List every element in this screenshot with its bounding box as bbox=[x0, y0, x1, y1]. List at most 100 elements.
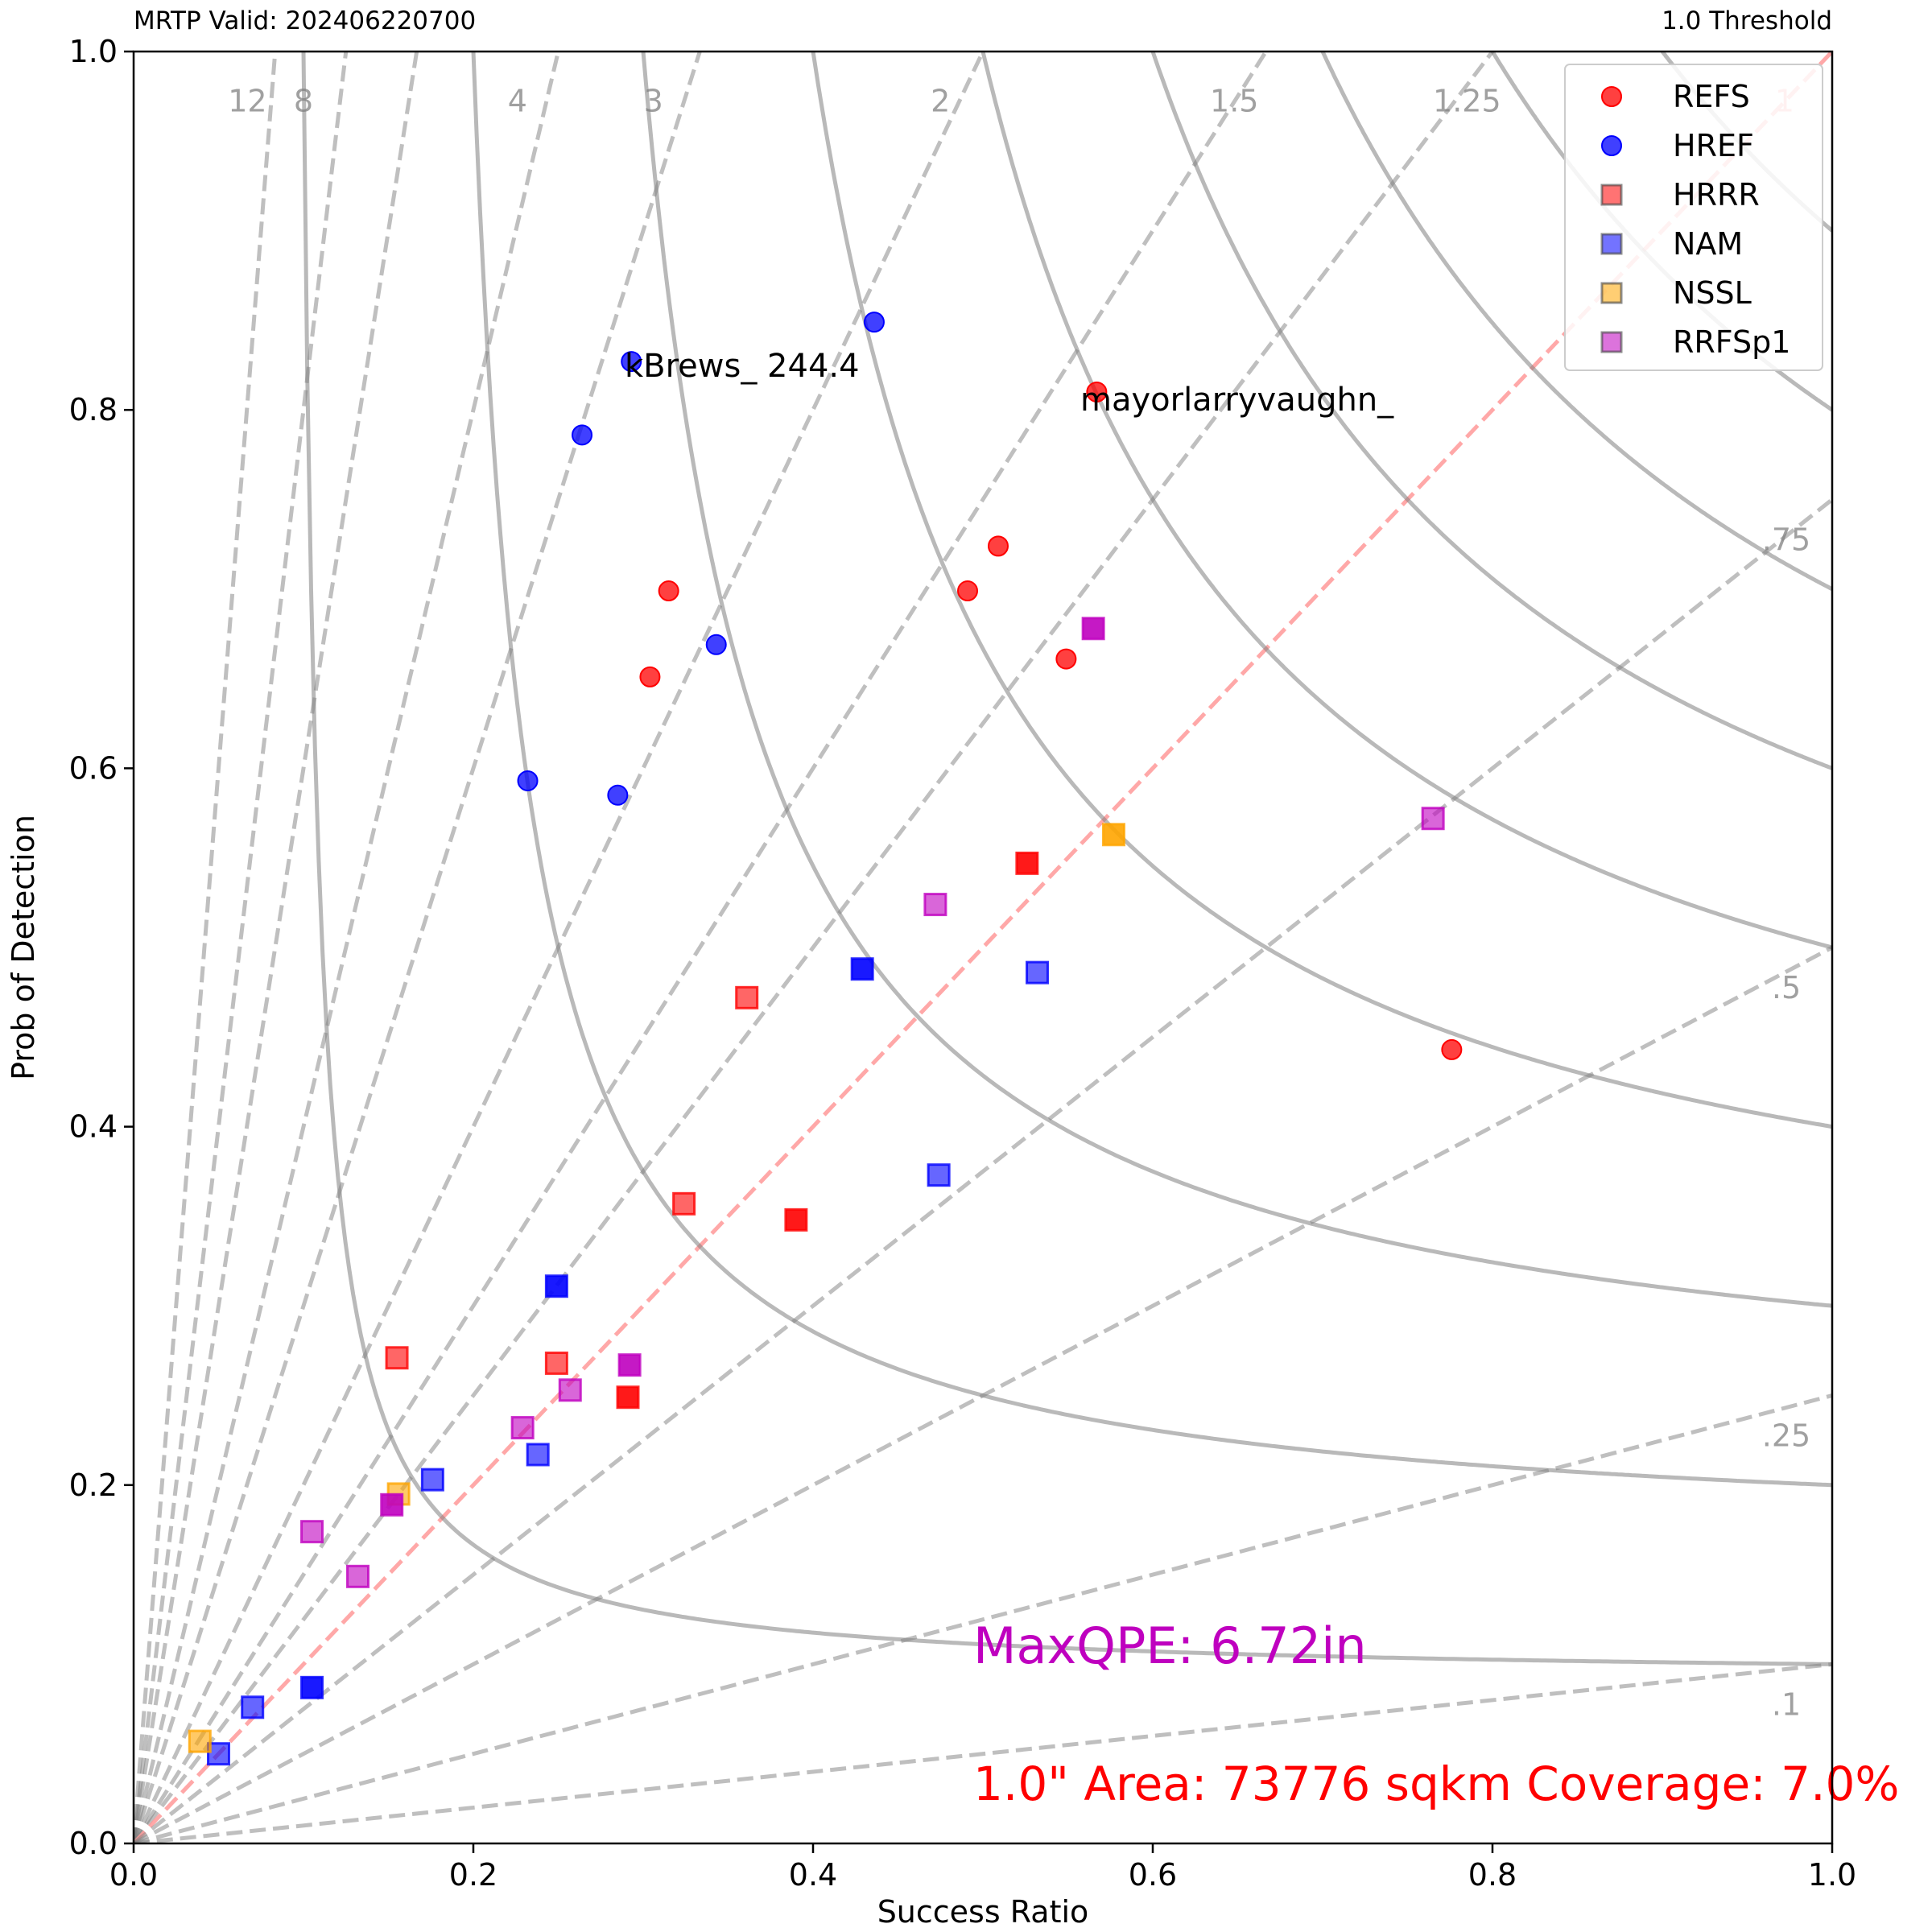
point-nam-7 bbox=[241, 1695, 265, 1719]
csi-contour-2 bbox=[641, 52, 1832, 1308]
bias-label-7: 1.25 bbox=[1433, 83, 1501, 118]
legend-marker-refs bbox=[1601, 86, 1622, 107]
point-nssl-2 bbox=[188, 1729, 212, 1753]
point-refs-5 bbox=[1055, 648, 1077, 670]
point-annotation-mayorlarryvaughn: mayorlarryvaughn_ bbox=[1080, 382, 1394, 419]
y-tick-label-5: 1.0 bbox=[69, 34, 118, 69]
y-axis-ticks: 0.0 0.2 0.4 0.6 0.8 1.0 bbox=[69, 34, 134, 1861]
point-nam-2 bbox=[927, 1163, 951, 1187]
legend-label-refs: REFS bbox=[1673, 79, 1750, 114]
point-href-3 bbox=[705, 634, 727, 655]
y-tick-label-0: 0.0 bbox=[69, 1826, 118, 1861]
x-axis-label: Success Ratio bbox=[877, 1894, 1089, 1930]
csi-contour-6 bbox=[1320, 52, 1832, 592]
bias-line-11 bbox=[134, 1393, 1832, 1843]
x-tick-label-3: 0.6 bbox=[1129, 1857, 1177, 1893]
plot-frame bbox=[132, 50, 1834, 1845]
point-href-0 bbox=[863, 312, 885, 333]
point-nam-3 bbox=[544, 1274, 568, 1298]
bias-label-4: 3 bbox=[644, 83, 663, 118]
point-annotation-kbrews: kBrews_ 244.4 bbox=[625, 348, 860, 385]
legend-label-hrrr: HRRR bbox=[1673, 177, 1760, 213]
point-hrrr-3 bbox=[784, 1208, 808, 1232]
bias-line-12 bbox=[134, 1662, 1832, 1843]
point-nam-0 bbox=[850, 957, 874, 981]
legend-marker-rrfsp1 bbox=[1600, 331, 1623, 353]
legend-marker-nam bbox=[1600, 233, 1623, 255]
point-rrfsp1-8 bbox=[346, 1564, 370, 1588]
y-tick-label-4: 0.8 bbox=[69, 392, 118, 427]
legend-box bbox=[1564, 64, 1823, 371]
x-tick-label-0: 0.0 bbox=[109, 1857, 158, 1893]
csi-contour-5 bbox=[1150, 52, 1832, 770]
bias-label-5: 2 bbox=[931, 83, 950, 118]
area-coverage-text: 1.0" Area: 73776 sqkm Coverage: 7.0% bbox=[973, 1757, 1900, 1811]
csi-contour-3 bbox=[811, 52, 1832, 1129]
x-tick-label-4: 0.8 bbox=[1468, 1857, 1517, 1893]
x-tick-label-1: 0.2 bbox=[449, 1857, 497, 1893]
point-refs-0 bbox=[1086, 381, 1108, 402]
point-href-4 bbox=[517, 770, 539, 791]
legend-marker-href bbox=[1601, 135, 1622, 156]
bias-label-11: .25 bbox=[1762, 1418, 1810, 1454]
bias-label-1: 8 bbox=[294, 83, 313, 118]
bias-line-3 bbox=[134, 52, 560, 1843]
data-points bbox=[188, 312, 1463, 1766]
x-tick-label-5: 1.0 bbox=[1808, 1857, 1856, 1893]
point-nam-8 bbox=[207, 1742, 230, 1766]
point-hrrr-5 bbox=[544, 1351, 568, 1375]
y-tick-label-1: 0.2 bbox=[69, 1468, 118, 1503]
point-rrfsp1-4 bbox=[558, 1378, 582, 1402]
point-rrfsp1-5 bbox=[510, 1416, 535, 1440]
title-right: 1.0 Threshold bbox=[1662, 6, 1832, 35]
point-hrrr-6 bbox=[616, 1385, 640, 1410]
legend-label-nssl: NSSL bbox=[1673, 275, 1752, 311]
csi-contour-1 bbox=[471, 52, 1832, 1488]
bias-label-10: .5 bbox=[1772, 970, 1801, 1005]
maxqpe-text: MaxQPE: 6.72in bbox=[973, 1616, 1367, 1675]
bias-line-2 bbox=[134, 52, 419, 1843]
bias-line-8 bbox=[134, 52, 1832, 1843]
point-nam-6 bbox=[300, 1675, 324, 1699]
point-hrrr-4 bbox=[385, 1346, 409, 1370]
point-nam-1 bbox=[1026, 960, 1050, 985]
point-refs-1 bbox=[987, 535, 1009, 557]
csi-contour-4 bbox=[980, 52, 1832, 950]
point-rrfsp1-2 bbox=[923, 893, 947, 917]
legend-marker-nssl bbox=[1600, 282, 1623, 304]
point-href-5 bbox=[607, 784, 629, 806]
point-href-1 bbox=[621, 351, 642, 373]
csi-contour-0 bbox=[301, 52, 1832, 1666]
legend: REFS HREF HRRR NAM NSSL RRFSp1 bbox=[1564, 64, 1823, 371]
point-nssl-0 bbox=[1101, 823, 1125, 847]
bias-line-7 bbox=[134, 52, 1494, 1843]
bias-label-6: 1.5 bbox=[1210, 83, 1258, 118]
point-nam-5 bbox=[420, 1468, 444, 1492]
point-refs-4 bbox=[639, 666, 661, 687]
point-rrfsp1-7 bbox=[300, 1520, 324, 1544]
point-nam-4 bbox=[526, 1443, 550, 1467]
bias-label-0: 12 bbox=[228, 83, 266, 118]
point-href-2 bbox=[572, 424, 593, 446]
legend-label-href: HREF bbox=[1673, 128, 1754, 163]
bias-line-4 bbox=[134, 52, 702, 1843]
title-left: MRTP Valid: 202406220700 bbox=[134, 6, 476, 35]
point-rrfsp1-1 bbox=[1421, 807, 1445, 831]
point-refs-6 bbox=[1441, 1038, 1463, 1060]
bias-line-0 bbox=[134, 52, 278, 1843]
bias-label-3: 4 bbox=[508, 83, 527, 118]
bias-label-12: .1 bbox=[1772, 1687, 1801, 1723]
point-hrrr-1 bbox=[735, 985, 759, 1009]
x-tick-label-2: 0.4 bbox=[789, 1857, 837, 1893]
bias-line-9 bbox=[134, 497, 1832, 1843]
legend-label-nam: NAM bbox=[1673, 226, 1743, 262]
bias-line-6 bbox=[134, 52, 1268, 1843]
point-rrfsp1-6 bbox=[380, 1492, 404, 1517]
bias-label-9: .75 bbox=[1762, 522, 1810, 558]
y-tick-label-2: 0.4 bbox=[69, 1109, 118, 1145]
point-refs-3 bbox=[658, 580, 679, 602]
y-axis-label: Prob of Detection bbox=[6, 815, 41, 1080]
point-rrfsp1-3 bbox=[617, 1353, 642, 1377]
